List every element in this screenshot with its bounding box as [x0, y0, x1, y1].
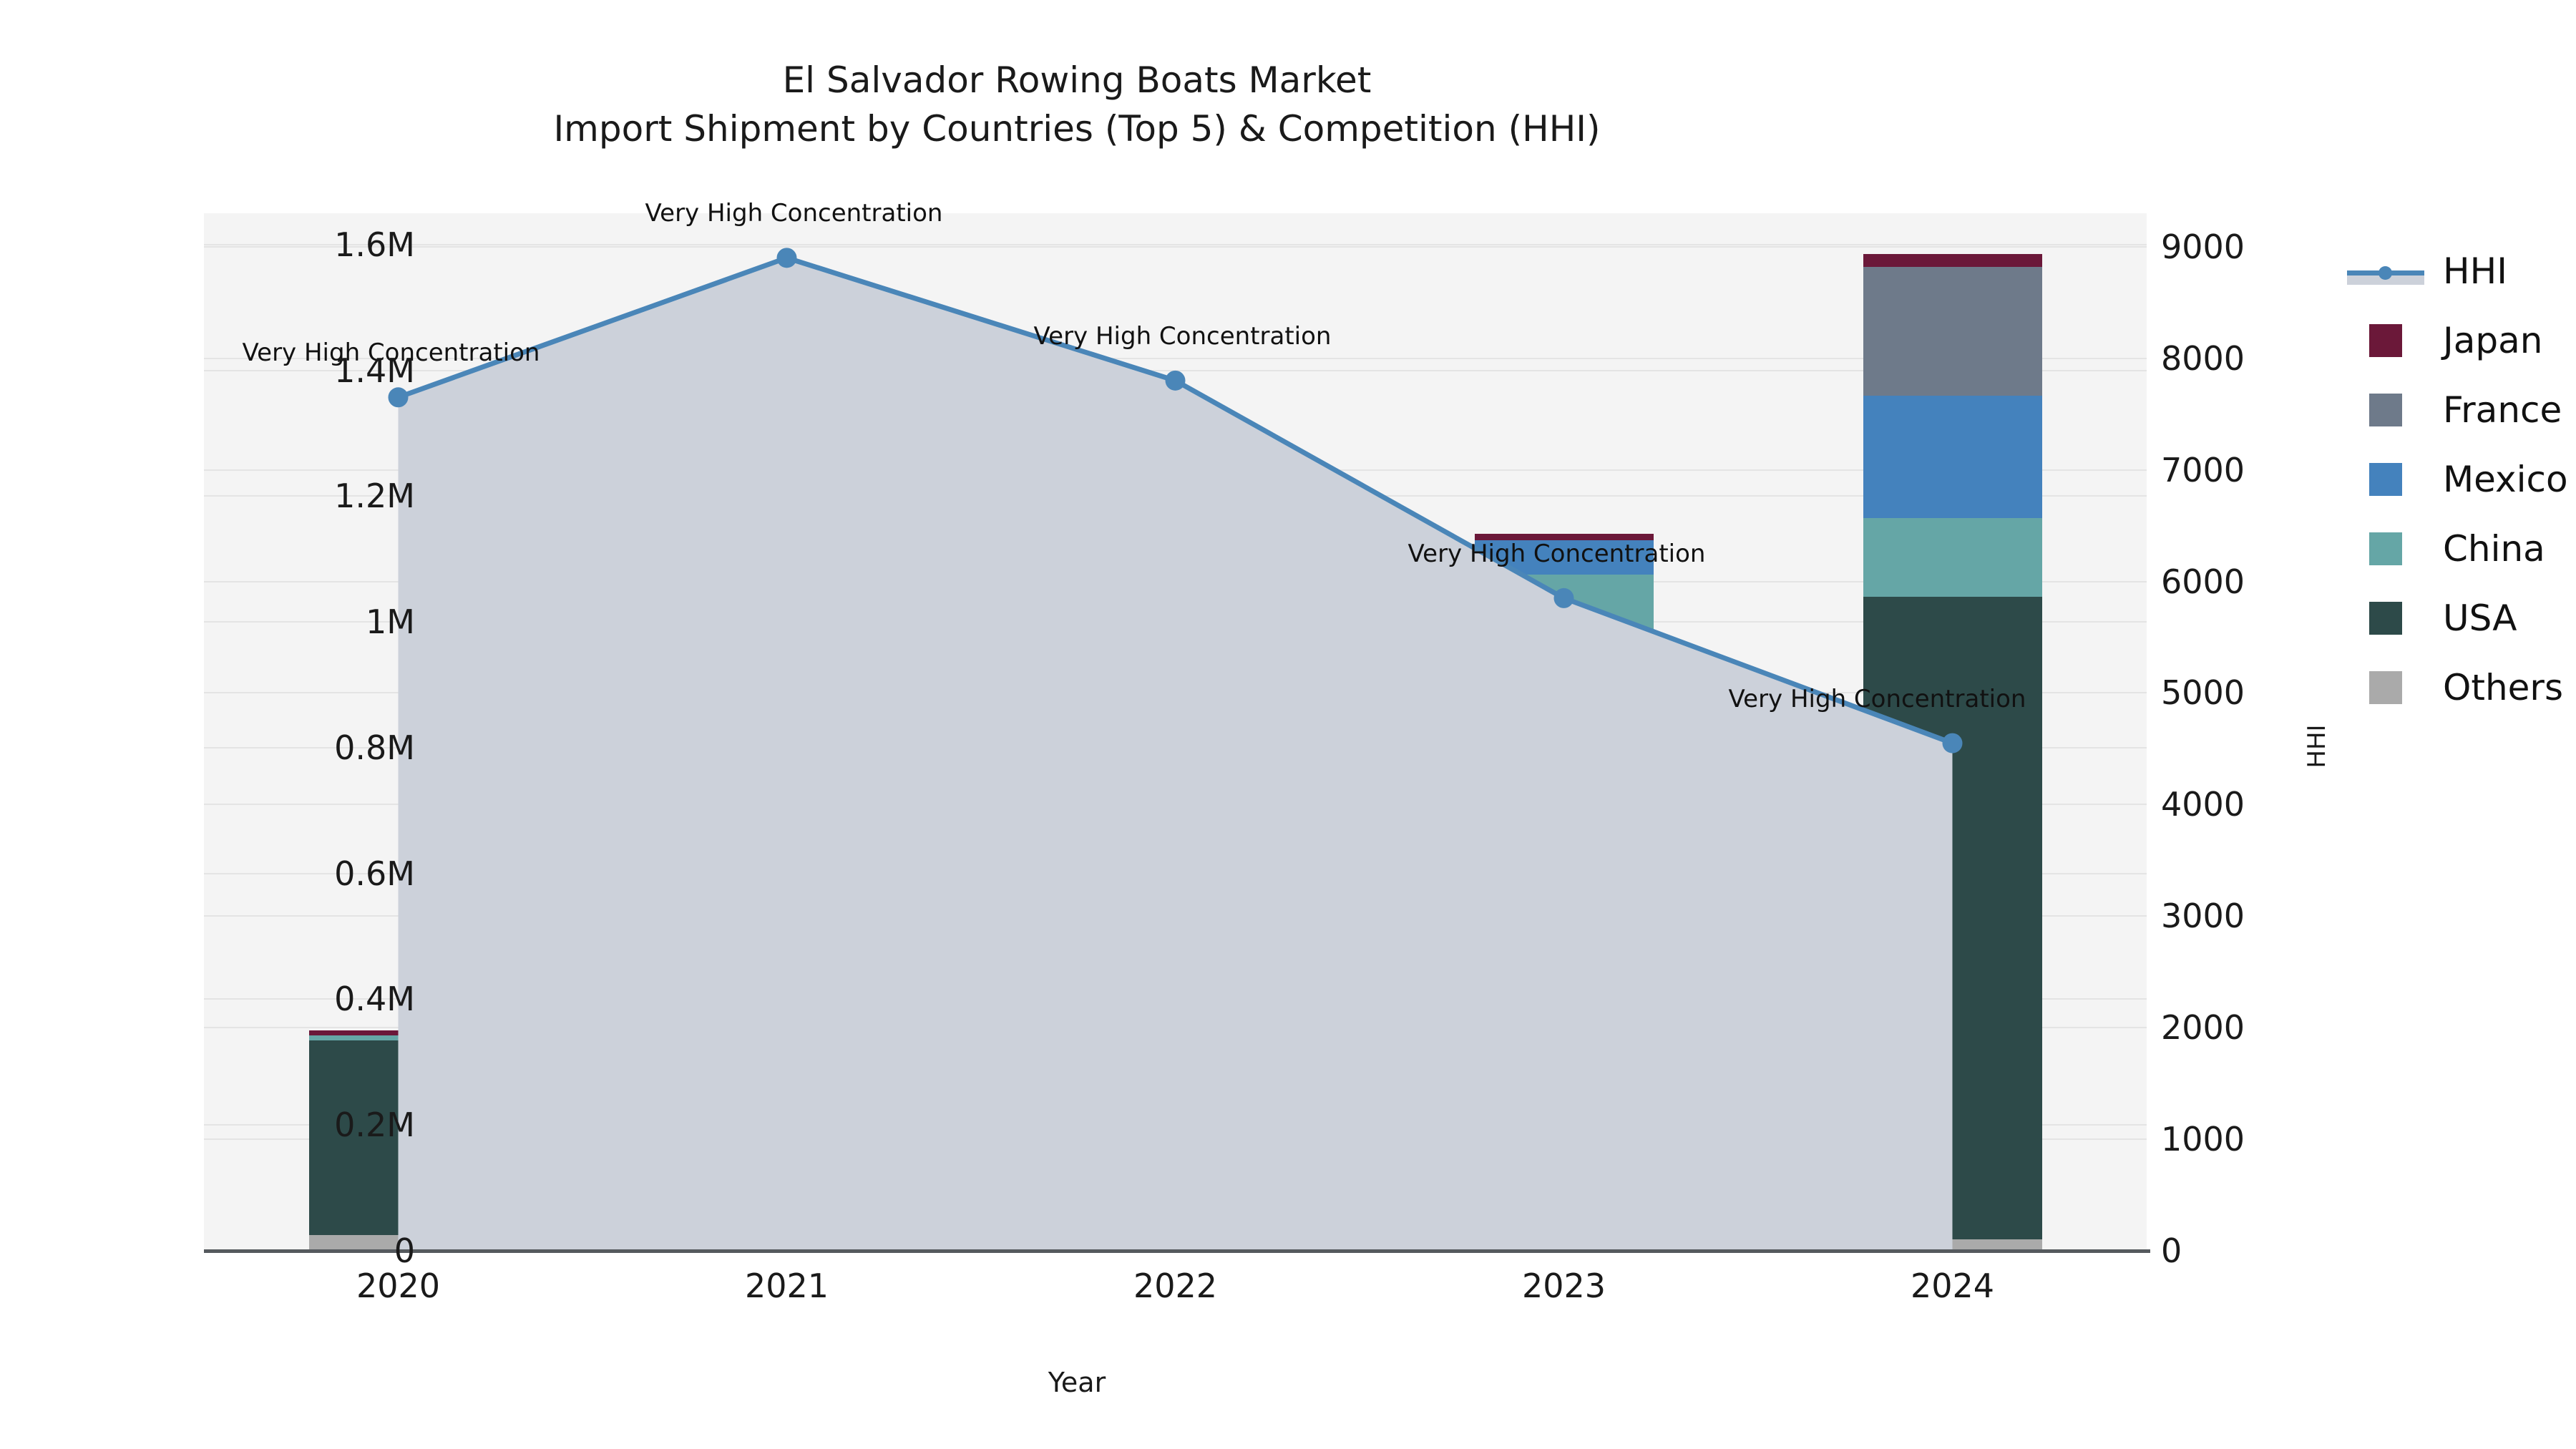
x-tick-2020: 2020	[356, 1267, 441, 1305]
bar-segment-mexico-2024[interactable]	[1863, 395, 2042, 519]
y-tick-right-6000: 6000	[2161, 562, 2245, 601]
legend-line-marker	[2379, 265, 2392, 280]
gridline-right	[204, 245, 2147, 248]
legend-label-japan: Japan	[2443, 319, 2543, 361]
gridline-right	[204, 357, 2147, 359]
legend-label-hhi: HHI	[2443, 250, 2507, 292]
annotation-2021: Very High Concentration	[645, 199, 943, 228]
y-tick-right-5000: 5000	[2161, 673, 2245, 713]
legend-label-usa: USA	[2443, 597, 2517, 639]
legend-item-usa[interactable]: USA	[2347, 583, 2568, 653]
legend-label-others: Others	[2443, 666, 2564, 708]
y-tick-right-8000: 8000	[2161, 338, 2245, 378]
hhi-area-fill	[398, 258, 1953, 1251]
y-tick-left-0.8M: 0.8M	[334, 728, 415, 767]
y-tick-left-1.2M: 1.2M	[334, 477, 415, 516]
y-tick-right-0: 0	[2161, 1231, 2182, 1270]
y-axis-right-label: HHI	[2303, 724, 2331, 769]
chart-title: El Salvador Rowing Boats Market Import S…	[0, 56, 2154, 153]
legend-swatch-mexico-icon	[2369, 462, 2402, 496]
x-tick-2023: 2023	[1521, 1267, 1606, 1305]
legend-swatch-france-icon	[2369, 393, 2402, 426]
gridline-left	[204, 369, 2147, 371]
legend-label-china: China	[2443, 527, 2545, 570]
x-tick-2021: 2021	[744, 1267, 829, 1305]
gridline-left	[204, 243, 2147, 245]
y-tick-right-7000: 7000	[2161, 450, 2245, 489]
y-tick-left-0: 0	[394, 1231, 415, 1270]
hhi-line-overlay	[388, 248, 1963, 1251]
y-tick-right-3000: 3000	[2161, 897, 2245, 936]
y-tick-left-1M: 1M	[366, 602, 415, 642]
hhi-marker-2020[interactable]	[388, 387, 409, 408]
legend-swatch-usa-icon	[2369, 601, 2402, 635]
x-tick-2022: 2022	[1133, 1267, 1218, 1305]
x-axis-label: Year	[1048, 1367, 1106, 1398]
bar-segment-japan-2023[interactable]	[1474, 534, 1654, 540]
legend-item-others[interactable]: Others	[2347, 653, 2568, 722]
legend-line-key-icon	[2347, 255, 2424, 288]
legend-item-hhi[interactable]: HHI	[2347, 236, 2568, 306]
legend-label-mexico: Mexico	[2443, 458, 2568, 500]
plot-area: Very High Concentration Very High Concent…	[204, 199, 2147, 1251]
legend-item-china[interactable]: China	[2347, 514, 2568, 583]
y-tick-left-0.2M: 0.2M	[334, 1106, 415, 1145]
y-tick-right-2000: 2000	[2161, 1008, 2245, 1048]
hhi-marker-2023[interactable]	[1553, 587, 1574, 608]
annotation-2024: Very High Concentration	[1728, 684, 2026, 713]
hhi-marker-2024[interactable]	[1942, 733, 1963, 753]
y-tick-left-1.6M: 1.6M	[334, 225, 415, 264]
legend-swatch-china-icon	[2369, 532, 2402, 565]
chart-title-line-2: Import Shipment by Countries (Top 5) & C…	[553, 108, 1601, 150]
hhi-marker-2022[interactable]	[1165, 370, 1186, 391]
legend-item-mexico[interactable]: Mexico	[2347, 444, 2568, 514]
legend: HHI Japan France Mexico China USA Others	[2347, 236, 2568, 722]
annotation-2023: Very High Concentration	[1407, 539, 1706, 568]
y-tick-left-1.4M: 1.4M	[334, 351, 415, 390]
legend-label-france: France	[2443, 389, 2562, 431]
hhi-marker-2021[interactable]	[776, 248, 797, 268]
y-tick-right-4000: 4000	[2161, 785, 2245, 824]
plot-inner	[204, 213, 2147, 1251]
legend-swatch-japan-icon	[2369, 323, 2402, 357]
bar-segment-japan-2024[interactable]	[1863, 254, 2042, 267]
y-tick-left-0.4M: 0.4M	[334, 980, 415, 1019]
bar-segment-china-2024[interactable]	[1863, 518, 2042, 597]
y-tick-right-1000: 1000	[2161, 1120, 2245, 1159]
legend-swatch-others-icon	[2369, 670, 2402, 704]
bar-segment-france-2024[interactable]	[1863, 266, 2042, 396]
y-tick-right-9000: 9000	[2161, 227, 2245, 266]
x-tick-2024: 2024	[1910, 1267, 1995, 1305]
legend-item-france[interactable]: France	[2347, 375, 2568, 444]
y-tick-left-0.6M: 0.6M	[334, 854, 415, 893]
annotation-2020: Very High Concentration	[242, 338, 540, 368]
annotation-2022: Very High Concentration	[1033, 321, 1332, 351]
x-axis-line	[204, 1249, 2150, 1253]
legend-item-japan[interactable]: Japan	[2347, 306, 2568, 375]
chart-title-line-1: El Salvador Rowing Boats Market	[782, 59, 1372, 101]
